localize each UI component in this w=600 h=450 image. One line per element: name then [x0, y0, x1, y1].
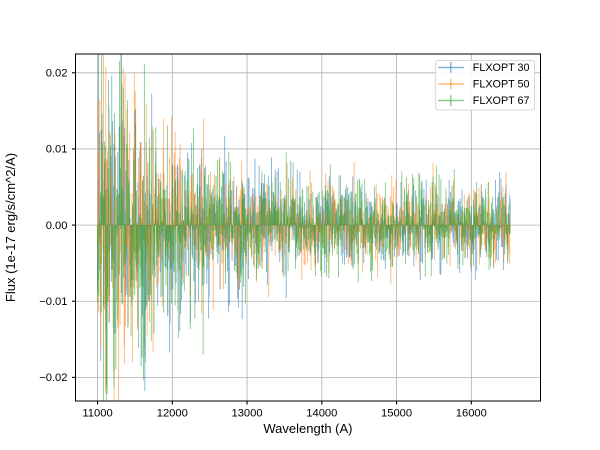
svg-text:12000: 12000 — [157, 408, 188, 420]
svg-text:0.00: 0.00 — [46, 220, 68, 232]
svg-text:Wavelength (A): Wavelength (A) — [263, 421, 352, 436]
svg-text:15000: 15000 — [381, 408, 412, 420]
svg-text:0.02: 0.02 — [46, 68, 68, 80]
svg-text:13000: 13000 — [231, 408, 262, 420]
svg-text:Flux (1e-17 erg/s/cm^2/A): Flux (1e-17 erg/s/cm^2/A) — [3, 153, 18, 302]
svg-text:FLXOPT 30: FLXOPT 30 — [473, 62, 530, 74]
svg-text:−0.02: −0.02 — [39, 372, 67, 384]
svg-text:16000: 16000 — [456, 408, 487, 420]
svg-text:11000: 11000 — [82, 408, 112, 420]
svg-text:0.01: 0.01 — [46, 144, 68, 156]
svg-text:14000: 14000 — [306, 408, 337, 420]
svg-text:FLXOPT 50: FLXOPT 50 — [473, 79, 530, 91]
svg-text:−0.01: −0.01 — [39, 296, 67, 308]
svg-text:FLXOPT 67: FLXOPT 67 — [473, 95, 530, 107]
